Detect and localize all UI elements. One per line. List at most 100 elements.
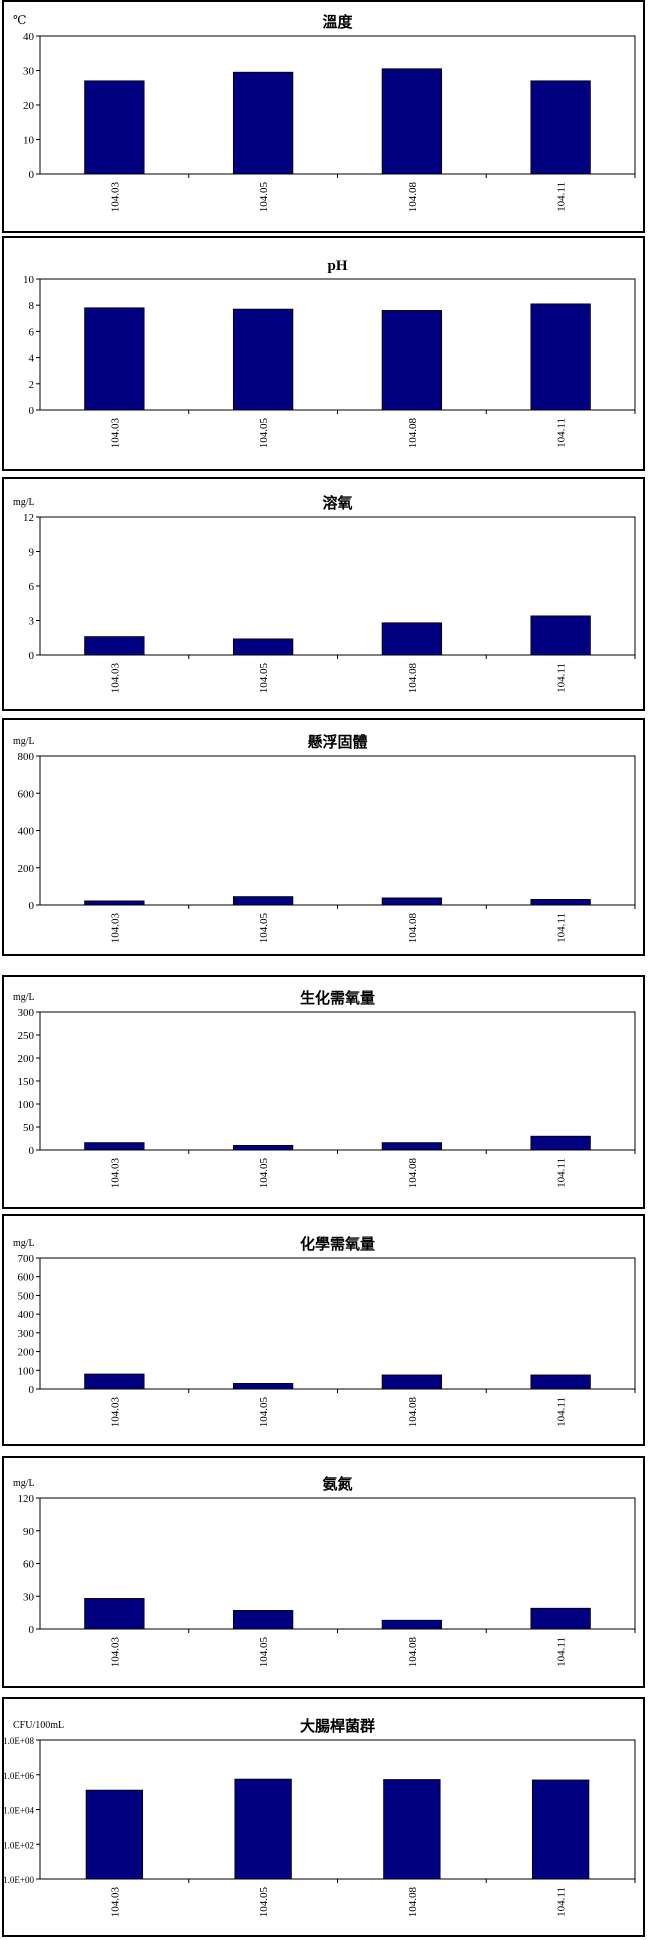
bar (530, 1607, 591, 1630)
bar (84, 636, 145, 656)
bar (381, 1142, 443, 1151)
bar (84, 900, 145, 906)
bar (232, 1610, 294, 1630)
y-tick-label: 0 (29, 650, 35, 662)
chart-panel: 生化需氧量 mg/L 0 50 100 150 200 250 300 104.03 104.05 1… (2, 975, 645, 1209)
y-tick-label: 30 (23, 66, 35, 78)
x-tick-label: 104.03 (109, 1887, 121, 1918)
bar (232, 896, 294, 906)
unit-label: mg/L (13, 1478, 35, 1489)
bar (232, 1382, 294, 1390)
bar (381, 68, 443, 175)
y-tick-label: 0 (29, 900, 35, 912)
x-tick-label: 104.08 (407, 182, 419, 213)
y-tick-label: 500 (18, 1290, 35, 1302)
bar-chart: 懸浮固體 mg/L 0 200 400 600 800 104.03 104.05 104.08 1… (13, 733, 636, 944)
x-tick-label: 104.08 (407, 1637, 419, 1668)
chart-panel: 氨氮 mg/L 0 30 60 90 120 104.03 104.05 104.08 104.11 (2, 1456, 645, 1688)
chart-title: 化學需氧量 (300, 1235, 375, 1253)
x-tick-label: 104.11 (556, 663, 568, 693)
bar (381, 1374, 443, 1390)
plot-area (39, 1011, 636, 1151)
unit-label: mg/L (13, 497, 35, 508)
bar (383, 1779, 441, 1880)
y-tick-label: 700 (18, 1253, 35, 1265)
x-tick-label: 104.05 (258, 1887, 270, 1918)
x-tick-label: 104.11 (556, 1397, 568, 1427)
y-tick-label: 2 (29, 379, 35, 391)
y-tick-label: 400 (18, 1309, 35, 1321)
unit-label: CFU/100mL (13, 1720, 64, 1731)
chart-panel: 溫度 ℃ 0 10 20 30 40 104.03 104.05 104.08 104.11 (2, 0, 645, 233)
chart-panel: 化學需氧量 mg/L 0 100 200 300 400 500 600 700 104.03 104… (2, 1214, 645, 1446)
y-tick-label: 10 (23, 135, 35, 147)
y-tick-label: 12 (23, 512, 34, 524)
plot-area (39, 1257, 636, 1390)
bar (234, 1778, 292, 1880)
unit-label: mg/L (13, 1238, 35, 1249)
y-tick-label: 600 (18, 788, 35, 800)
bar (381, 897, 443, 906)
bar-chart: 溶氧 mg/L 0 3 6 9 12 104.03 104.05 104.08 104.11 (13, 494, 636, 694)
y-tick-label: 120 (18, 1493, 35, 1505)
y-tick-label: 1.0E+06 (4, 1771, 34, 1781)
y-tick-label: 300 (18, 1328, 35, 1340)
x-tick-label: 104.08 (407, 913, 419, 944)
bar (530, 615, 591, 656)
chart-title: 溶氧 (322, 494, 352, 512)
y-tick-label: 150 (18, 1076, 35, 1088)
x-tick-label: 104.05 (258, 663, 270, 694)
chart-panel: 懸浮固體 mg/L 0 200 400 600 800 104.03 104.05 104.08 1… (2, 718, 645, 956)
bar (381, 310, 443, 411)
bar (84, 1142, 145, 1151)
chart-panel: 溶氧 mg/L 0 3 6 9 12 104.03 104.05 104.08 104.11 (2, 477, 645, 711)
x-tick-label: 104.08 (407, 418, 419, 449)
y-tick-label: 600 (18, 1272, 35, 1284)
y-tick-label: 0 (29, 405, 35, 417)
chart-title: 大腸桿菌群 (300, 1717, 375, 1735)
x-tick-label: 104.11 (556, 1887, 568, 1917)
y-tick-label: 250 (18, 1030, 35, 1042)
y-tick-label: 60 (23, 1559, 35, 1571)
y-tick-label: 0 (29, 1384, 35, 1396)
bar (84, 1373, 145, 1390)
y-tick-label: 0 (29, 169, 35, 181)
chart-title: 氨氮 (322, 1475, 352, 1493)
bar (232, 1144, 294, 1151)
y-tick-label: 800 (18, 751, 35, 763)
bar (84, 80, 145, 175)
x-tick-label: 104.05 (258, 1637, 270, 1668)
y-tick-label: 4 (29, 353, 35, 365)
unit-label: mg/L (13, 992, 35, 1003)
bar (531, 1779, 590, 1880)
bar (232, 308, 294, 411)
x-tick-label: 104.11 (556, 418, 568, 448)
bar (530, 1135, 591, 1151)
bar (530, 80, 591, 175)
y-tick-label: 40 (23, 31, 35, 43)
bar (85, 1789, 144, 1880)
x-tick-label: 104.08 (407, 663, 419, 694)
bar (84, 1598, 145, 1630)
bar (381, 622, 443, 656)
x-tick-label: 104.05 (258, 913, 270, 944)
bar-chart: 溫度 ℃ 0 10 20 30 40 104.03 104.05 104.08 104.11 (13, 13, 636, 213)
y-tick-label: 200 (18, 1347, 35, 1359)
chart-title: 懸浮固體 (307, 733, 367, 751)
y-tick-label: 1.0E+08 (4, 1736, 34, 1746)
bar (232, 71, 294, 175)
bar-chart: 生化需氧量 mg/L 0 50 100 150 200 250 300 104.03 104.05 1… (13, 989, 636, 1189)
x-tick-label: 104.08 (407, 1158, 419, 1189)
x-tick-label: 104.03 (109, 1158, 121, 1189)
y-tick-label: 300 (18, 1007, 35, 1019)
x-tick-label: 104.05 (258, 1397, 270, 1428)
bar-chart: 氨氮 mg/L 0 30 60 90 120 104.03 104.05 104.08 104.11 (13, 1475, 636, 1668)
y-tick-label: 90 (23, 1526, 35, 1538)
y-tick-label: 100 (18, 1099, 35, 1111)
unit-label: mg/L (13, 736, 35, 747)
y-tick-label: 0 (29, 1624, 35, 1636)
y-tick-label: 8 (29, 300, 35, 312)
y-tick-label: 30 (23, 1591, 35, 1603)
y-tick-label: 9 (29, 547, 35, 559)
chart-title: 溫度 (322, 13, 353, 31)
